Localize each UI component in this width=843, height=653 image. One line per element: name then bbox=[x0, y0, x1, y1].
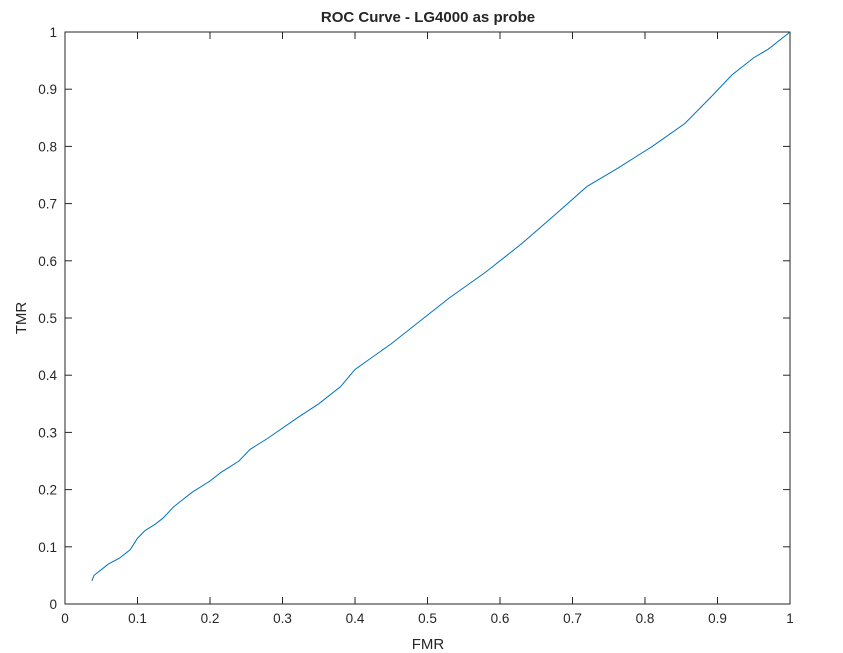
y-axis: 0 0.1 0.2 0.3 0.4 0.5 0.6 0.7 0.8 0.9 1 bbox=[38, 25, 790, 612]
x-axis: 0 0.1 0.2 0.3 0.4 0.5 0.6 0.7 0.8 0.9 1 bbox=[61, 32, 794, 626]
x-tick-label: 1 bbox=[786, 611, 794, 626]
y-tick-label: 0.1 bbox=[38, 540, 57, 555]
plot-area bbox=[64, 31, 791, 605]
y-tick-label: 0.6 bbox=[38, 254, 57, 269]
x-tick-label: 0.4 bbox=[346, 611, 365, 626]
x-tick-label: 0.2 bbox=[201, 611, 220, 626]
y-tick-label: 0.9 bbox=[38, 82, 57, 97]
roc-series-line bbox=[91, 31, 791, 582]
x-tick-label: 0.8 bbox=[636, 611, 655, 626]
y-tick-label: 0.5 bbox=[38, 311, 57, 326]
x-tick-label: 0.3 bbox=[273, 611, 292, 626]
y-tick-label: 1 bbox=[49, 25, 57, 40]
x-tick-label: 0.9 bbox=[708, 611, 727, 626]
y-tick-label: 0.3 bbox=[38, 425, 57, 440]
x-tick-label: 0 bbox=[61, 611, 69, 626]
y-tick-label: 0.8 bbox=[38, 139, 57, 154]
x-tick-label: 0.5 bbox=[418, 611, 437, 626]
x-tick-label: 0.6 bbox=[491, 611, 510, 626]
chart-title: ROC Curve - LG4000 as probe bbox=[321, 9, 535, 26]
x-tick-label: 0.1 bbox=[128, 611, 147, 626]
y-tick-label: 0.4 bbox=[38, 368, 57, 383]
y-tick-label: 0 bbox=[49, 597, 57, 612]
x-axis-label: FMR bbox=[412, 636, 445, 653]
y-tick-label: 0.2 bbox=[38, 483, 57, 498]
x-tick-label: 0.7 bbox=[563, 611, 582, 626]
y-tick-label: 0.7 bbox=[38, 197, 57, 212]
y-axis-label: TMR bbox=[13, 302, 30, 335]
